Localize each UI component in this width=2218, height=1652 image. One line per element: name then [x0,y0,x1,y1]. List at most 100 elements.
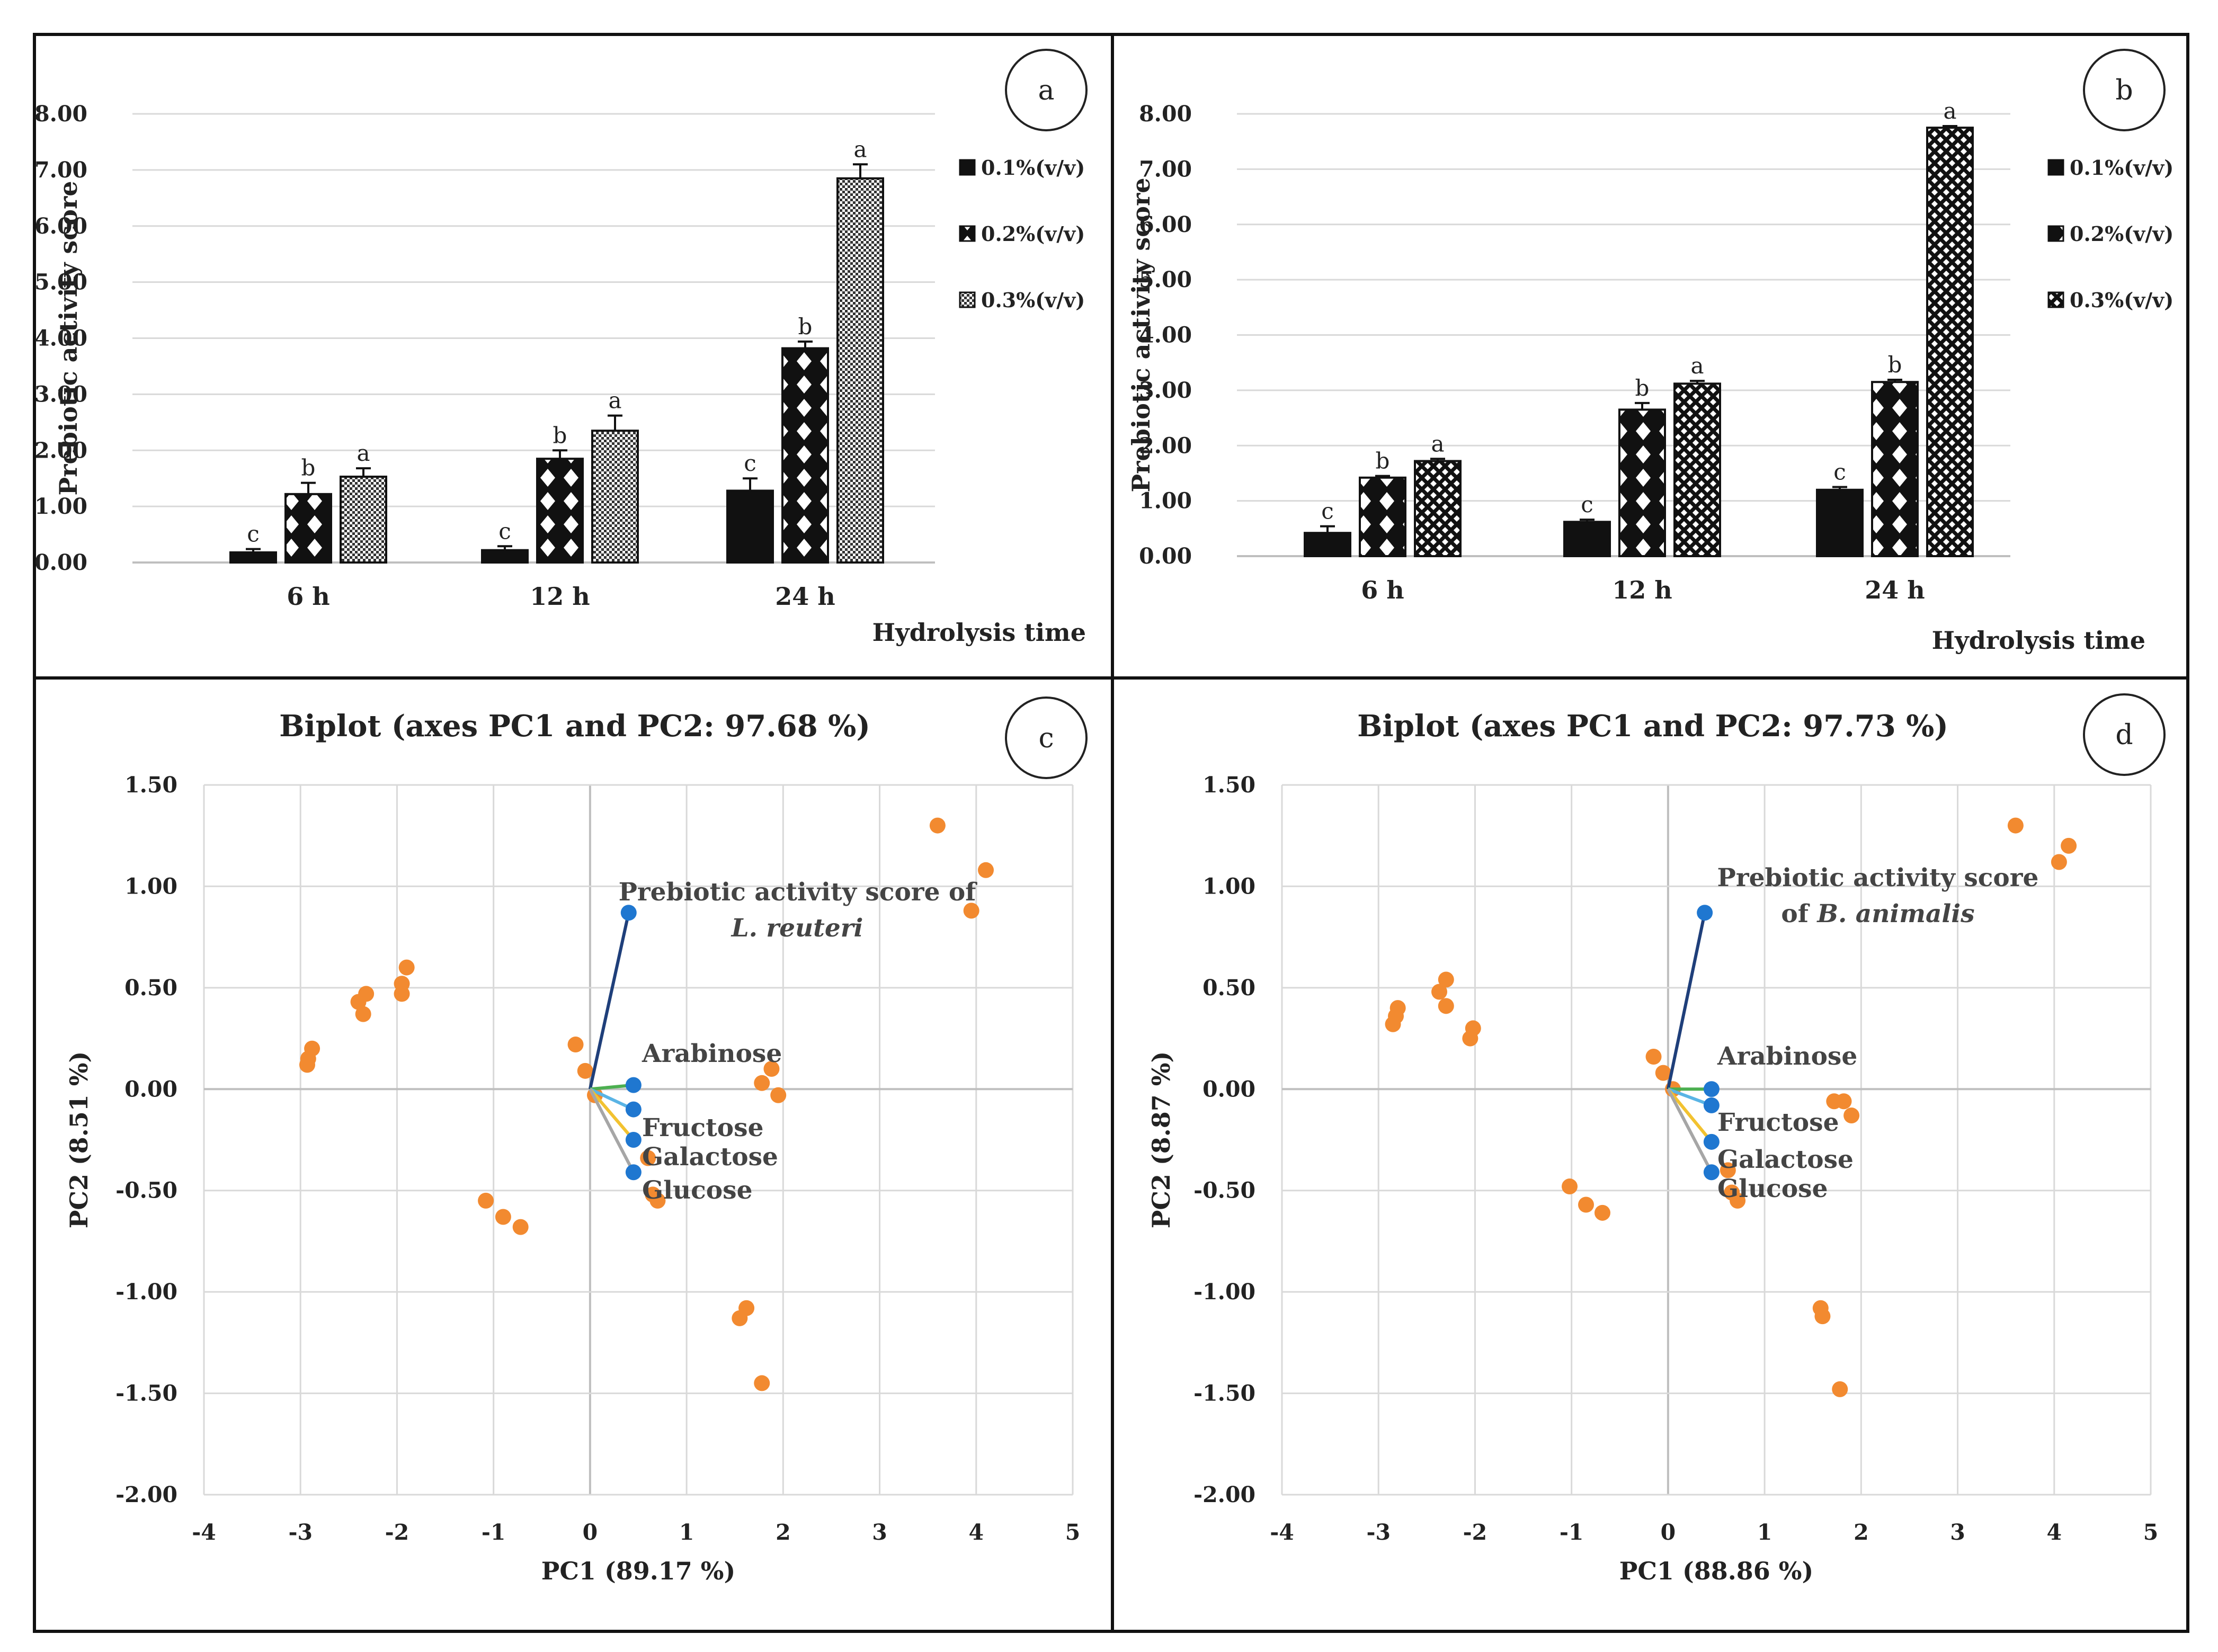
observation-point [299,1057,315,1073]
variable-point [625,1132,642,1148]
bar [481,549,529,564]
observation-point [754,1075,770,1091]
bar [781,347,829,564]
variable-point [625,1164,642,1181]
observation-point [1594,1204,1610,1221]
bar [1618,408,1666,557]
error-bar [1887,379,1902,382]
y-tick-label: 6.00 [1139,212,1192,237]
x-tick-label: 2 [1854,1520,1869,1545]
panel-c-frame [33,676,1114,1633]
panel-d-frame [1111,676,2189,1633]
observation-point [577,1062,593,1079]
y-tick-label: 8.00 [34,101,87,127]
loading-vector [1666,912,1707,1090]
variable-label: Arabinose [1717,1042,1857,1071]
loading-vector [589,1088,635,1141]
significance-letter: b [1376,448,1390,474]
significance-letter: b [1888,352,1902,378]
x-tick-label: 12 h [530,582,590,611]
x-axis-title: PC1 (89.17 %) [541,1557,736,1585]
significance-letter: a [1690,353,1704,379]
y-tick-label: 2.00 [1139,433,1192,458]
bar-chart-b: 0.00 1.00 2.00 3.00 4.00 5.00 6.00 7.00 8.00 Preb… [1127,49,2174,655]
legend-swatch [959,225,976,242]
y-tick-label: -2.00 [1193,1482,1255,1507]
x-axis-title: Hydrolysis time [872,618,1086,647]
y-axis-title: Prebiotic activity score [1127,178,1155,493]
error-bar [1690,380,1705,384]
panel-a-frame [33,33,1114,680]
panel-label-circle [1005,696,1088,779]
panel-label: c [1038,722,1054,754]
x-axis-title: PC1 (88.86 %) [1619,1557,1814,1585]
x-tick-label: 2 [776,1520,791,1545]
y-tick-label: 1.00 [1202,873,1255,899]
panel-label: d [2115,719,2133,751]
y-tick-label: -0.50 [1193,1178,1255,1203]
error-bar [608,414,622,431]
legend-label: 0.3%(v/v) [2070,288,2174,312]
variable-point [620,905,637,921]
x-tick-label: -1 [482,1520,506,1545]
x-tick-label: -1 [1560,1520,1584,1545]
error-bar [1375,475,1390,478]
observation-point [1438,998,1454,1014]
error-bar [853,163,868,178]
x-tick-label: 0 [1661,1520,1676,1545]
y-tick-label: -1.00 [1193,1279,1255,1305]
significance-letter: c [1321,498,1334,524]
observation-point [649,1192,666,1209]
y-tick-label: 3.00 [1139,378,1192,403]
observation-point [394,986,410,1002]
variable-label: Fructose [1717,1108,1839,1137]
observation-point [978,862,994,878]
variable-label-species: L. reuteri [731,914,863,943]
observation-point [355,1006,371,1022]
y-tick-label: 1.50 [1202,772,1255,798]
bar [1563,521,1611,557]
significance-letter: a [1431,431,1444,457]
significance-letter: c [744,450,756,476]
y-tick-label: -0.50 [115,1178,177,1203]
y-tick-label: 0.00 [34,550,87,575]
variable-point [1703,1164,1720,1181]
variable-point [1703,1081,1720,1097]
x-axis-title: Hydrolysis time [1932,626,2145,655]
legend-label: 0.1%(v/v) [2070,156,2174,180]
y-axis-title: PC2 (8.87 %) [1147,1051,1175,1229]
observation-point [350,994,367,1010]
x-tick-label: 4 [969,1520,984,1545]
variable-label: Galactose [1717,1145,1854,1174]
y-tick-label: 1.50 [124,772,177,798]
significance-letter: b [553,422,567,448]
observation-point [732,1310,748,1326]
significance-letter: c [498,518,511,544]
error-bar [553,449,567,459]
panel-borders [33,33,2189,1633]
y-tick-label: 0.50 [124,975,177,1001]
x-tick-label: 6 h [287,582,329,611]
bar [1304,532,1351,557]
bar [726,489,774,564]
plot-title: Biplot (axes PC1 and PC2: 97.68 %) [279,709,870,744]
significance-letter: a [1943,98,1956,124]
x-tick-label: -2 [385,1520,409,1545]
x-tick-label: 3 [872,1520,887,1545]
bar [536,458,584,564]
observation-point [1438,971,1454,988]
observation-point [398,959,415,976]
y-axis-title: Prebiotic activity score [54,181,83,496]
variable-label: Glucose [1717,1174,1828,1203]
y-tick-label: 5.00 [1139,267,1192,292]
x-tick-label: 5 [2143,1520,2159,1545]
loading-vector [589,1087,635,1111]
x-tick-label: -2 [1463,1520,1487,1545]
observation-point [2051,854,2067,870]
significance-letter: a [853,136,867,162]
observation-point [1843,1108,1860,1124]
y-tick-label: 6.00 [34,213,87,239]
significance-letter: c [1833,459,1846,485]
x-tick-label: 3 [1950,1520,1965,1545]
legend-swatch [2047,225,2064,242]
